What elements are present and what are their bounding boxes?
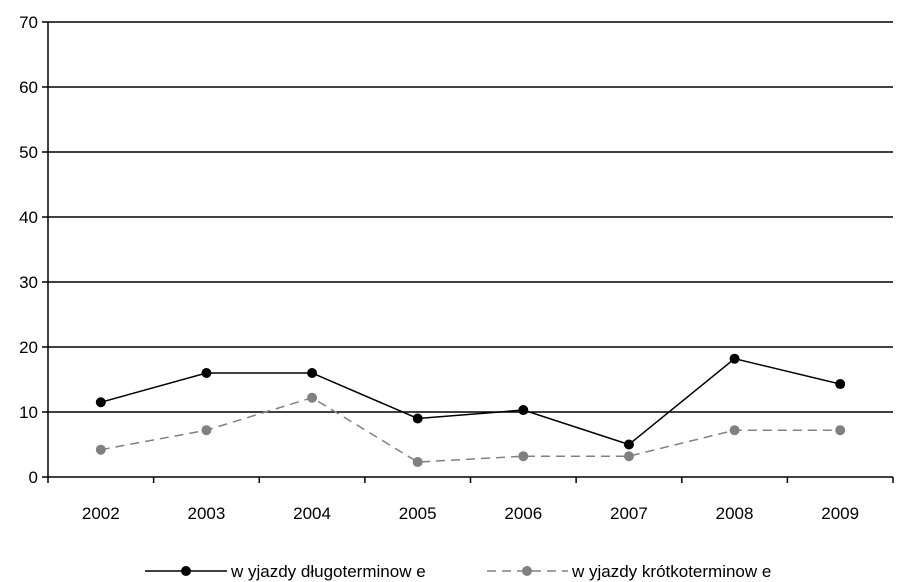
y-axis-ticks: 0 10 20 30 40 50 60 70 bbox=[19, 13, 48, 487]
x-tick-label: 2008 bbox=[716, 504, 754, 523]
series-group bbox=[96, 354, 845, 467]
series-line-0 bbox=[101, 359, 840, 445]
y-tick-label: 20 bbox=[19, 338, 38, 357]
data-point bbox=[413, 414, 423, 424]
axes bbox=[48, 22, 893, 477]
data-point bbox=[518, 405, 528, 415]
y-tick-label: 10 bbox=[19, 403, 38, 422]
data-point bbox=[307, 368, 317, 378]
data-point bbox=[730, 425, 740, 435]
y-tick-label: 40 bbox=[19, 208, 38, 227]
x-tick-label: 2005 bbox=[399, 504, 437, 523]
y-tick-label: 0 bbox=[29, 468, 38, 487]
data-point bbox=[624, 451, 634, 461]
legend: w yjazdy długoterminow e w yjazdy krótko… bbox=[145, 562, 771, 581]
data-point bbox=[413, 457, 423, 467]
x-tick-label: 2004 bbox=[293, 504, 331, 523]
data-point bbox=[201, 425, 211, 435]
data-point bbox=[307, 393, 317, 403]
y-tick-label: 70 bbox=[19, 13, 38, 32]
x-tick-label: 2002 bbox=[82, 504, 120, 523]
data-point bbox=[624, 440, 634, 450]
x-tick-label: 2003 bbox=[188, 504, 226, 523]
gridlines bbox=[48, 22, 893, 412]
data-point bbox=[96, 445, 106, 455]
y-tick-label: 30 bbox=[19, 273, 38, 292]
legend-marker-0 bbox=[181, 566, 191, 576]
data-point bbox=[518, 451, 528, 461]
x-tick-label: 2006 bbox=[504, 504, 542, 523]
legend-marker-1 bbox=[522, 566, 532, 576]
data-point bbox=[835, 425, 845, 435]
x-tick-label: 2009 bbox=[821, 504, 859, 523]
y-tick-label: 60 bbox=[19, 78, 38, 97]
data-point bbox=[835, 379, 845, 389]
x-tick-label: 2007 bbox=[610, 504, 648, 523]
data-point bbox=[730, 354, 740, 364]
data-point bbox=[201, 368, 211, 378]
legend-label-0: w yjazdy długoterminow e bbox=[230, 562, 426, 581]
data-point bbox=[96, 397, 106, 407]
y-tick-label: 50 bbox=[19, 143, 38, 162]
x-axis-ticks: 2002 2003 2004 2005 2006 2007 2008 2009 bbox=[48, 477, 893, 523]
legend-label-1: w yjazdy krótkoterminow e bbox=[571, 562, 771, 581]
series-line-1 bbox=[101, 398, 840, 462]
